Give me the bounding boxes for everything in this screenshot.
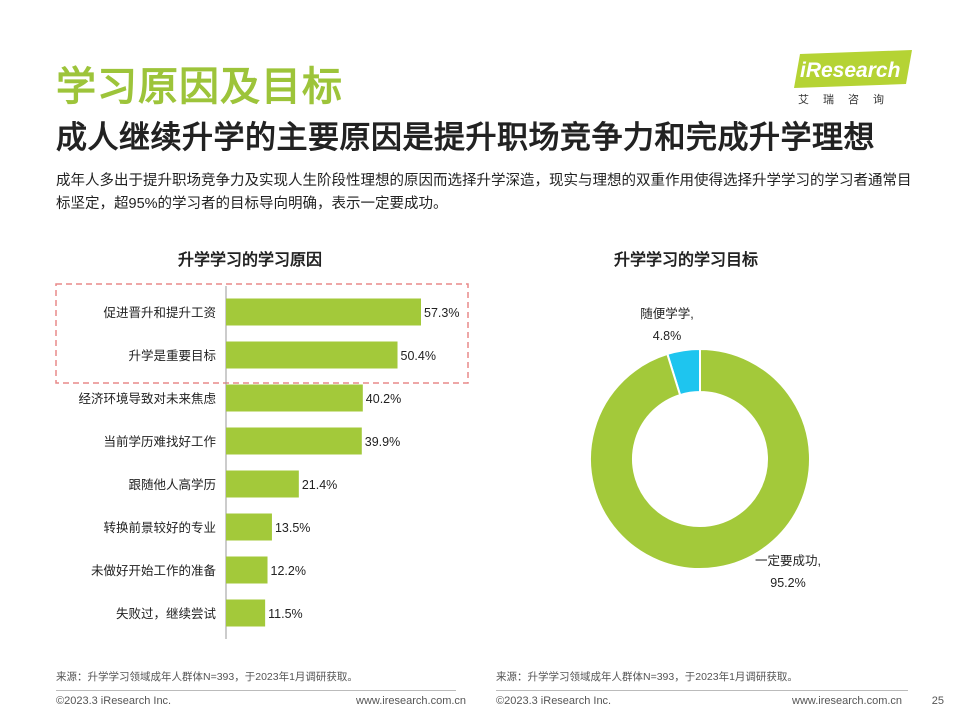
bar-category-label: 失败过，继续尝试 <box>116 606 217 621</box>
bar <box>226 556 268 584</box>
bar <box>226 470 299 498</box>
footer-copyright-right: ©2023.3 iResearch Inc. <box>496 695 612 707</box>
bar-category-label: 促进晋升和提升工资 <box>103 305 216 320</box>
pie-chart-title: 升学学习的学习目标 <box>614 252 759 269</box>
bar-value-label: 50.4% <box>401 349 436 363</box>
footer-divider-right <box>496 690 908 691</box>
footer-copyright-left: ©2023.3 iResearch Inc. <box>56 695 172 707</box>
footer-divider-left <box>56 690 456 691</box>
bar-value-label: 13.5% <box>275 521 310 535</box>
page-subtitle: 成人继续升学的主要原因是提升职场竞争力和完成升学理想 <box>56 120 875 155</box>
bar-value-label: 11.5% <box>268 607 303 621</box>
footer-url-left: www.iresearch.com.cn <box>356 695 467 707</box>
donut-slice <box>589 347 811 570</box>
bar <box>226 341 398 369</box>
logo-brand-text: iResearch <box>800 59 901 82</box>
donut-label-name: 随便学学, <box>640 306 693 321</box>
pie-source-note: 来源：升学学习领域成年人群体N=393，于2023年1月调研获取。 <box>496 671 798 683</box>
bar-value-label: 57.3% <box>424 306 459 320</box>
page-number: 25 <box>931 695 944 707</box>
bar-source-note: 来源：升学学习领域成年人群体N=393，于2023年1月调研获取。 <box>56 671 358 683</box>
bar-value-label: 39.9% <box>365 435 400 449</box>
bar-value-label: 40.2% <box>366 392 401 406</box>
donut-label-name: 一定要成功, <box>755 553 821 568</box>
bar-category-label: 转换前景较好的专业 <box>103 520 216 535</box>
bar-value-label: 12.2% <box>271 564 306 578</box>
logo-badge <box>794 50 912 88</box>
donut-slice <box>666 347 701 397</box>
page-title: 学习原因及目标 <box>56 65 343 109</box>
bar-category-label: 跟随他人高学历 <box>128 477 216 492</box>
bar-category-label: 未做好开始工作的准备 <box>91 563 217 578</box>
footer-url-right: www.iresearch.com.cn <box>792 695 903 707</box>
bar-category-label: 经济环境导致对未来焦虑 <box>78 391 216 406</box>
bar-category-label: 当前学历难找好工作 <box>103 434 216 449</box>
bar-category-label: 升学是重要目标 <box>128 348 216 363</box>
donut-label-value: 95.2% <box>770 576 805 590</box>
iresearch-logo: iResearch 艾瑞咨询 <box>794 50 912 108</box>
bar <box>226 513 272 541</box>
bar <box>226 298 421 326</box>
bar-value-label: 21.4% <box>302 478 337 492</box>
highlight-box <box>55 283 469 384</box>
bar-chart-title: 升学学习的学习原因 <box>178 252 323 269</box>
logo-brand-cn: 艾瑞咨询 <box>798 94 898 106</box>
bar <box>226 427 362 455</box>
bar <box>226 384 363 412</box>
page-description: 成年人多出于提升职场竞争力及实现人生阶段性理想的原因而选择升学深造，现实与理想的… <box>56 173 912 212</box>
donut-label-value: 4.8% <box>653 329 682 343</box>
bar <box>226 599 266 627</box>
